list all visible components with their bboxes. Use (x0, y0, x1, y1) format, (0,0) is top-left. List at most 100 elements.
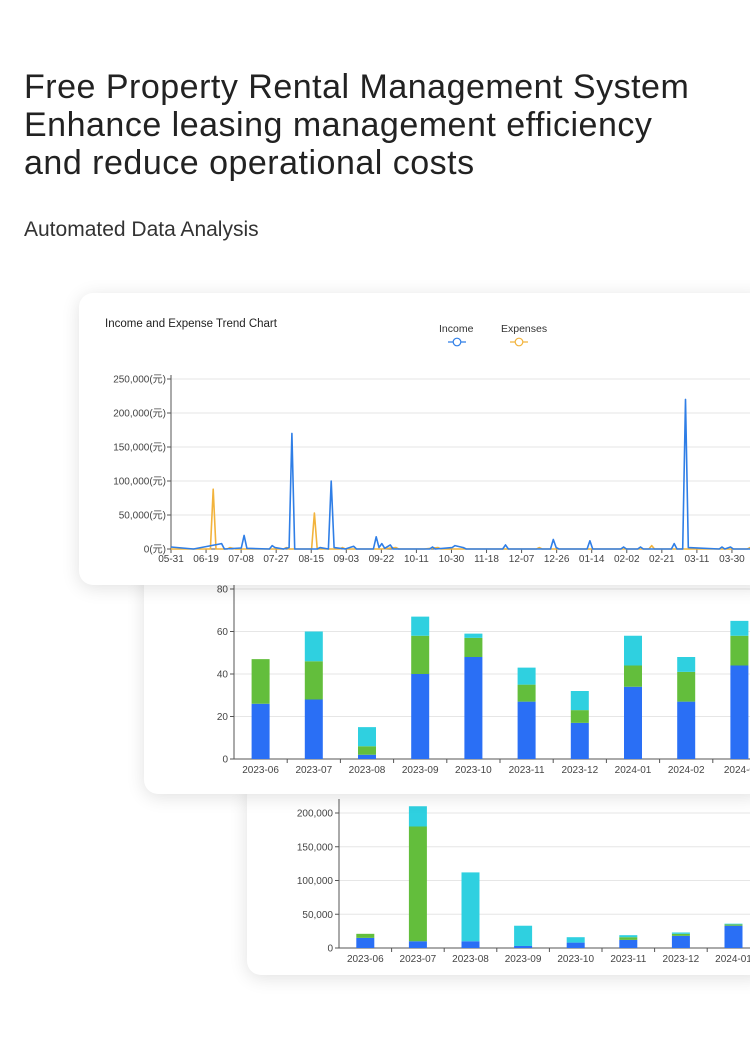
bar-segment (517, 684, 536, 702)
bar-segment (624, 686, 642, 759)
chart-title: Income and Expense Trend Chart (105, 318, 278, 330)
x-tick-label: 2023-07 (295, 765, 332, 776)
x-tick-label: 2023-11 (509, 765, 545, 776)
bar-segment (570, 722, 589, 759)
series-line-expenses (171, 488, 750, 550)
y-tick-label: 0 (222, 755, 228, 766)
bar-segment (677, 701, 696, 759)
bar-segment (408, 826, 427, 942)
bar-segment (724, 923, 743, 925)
bar-segment (358, 746, 376, 755)
headline-line-3: and reduce operational costs (24, 144, 475, 182)
x-tick-label: 08-15 (298, 554, 324, 565)
x-tick-label: 06-19 (193, 554, 219, 565)
bar-segment (619, 935, 638, 938)
bar-segment (461, 872, 480, 942)
bar-chart-counts: 0 20 40 60 80 2023-06 2023-07 2023-08 2023-09 202… (217, 575, 750, 776)
bar-segment (517, 667, 536, 685)
x-tick-label: 01-14 (579, 554, 605, 565)
bar-segment (411, 674, 430, 759)
bar-segment (671, 935, 690, 948)
y-tick-label: 80 (217, 585, 229, 596)
bar-segment (464, 633, 483, 638)
bar-segment (461, 941, 480, 948)
headline-line-2: Enhance leasing management efficiency (24, 106, 653, 144)
x-tick-label: 12-26 (544, 554, 570, 565)
x-tick-label: 2023-11 (610, 954, 646, 965)
bar-segment (358, 754, 376, 759)
bar-segment (724, 925, 743, 948)
bar-segment (566, 937, 585, 943)
x-tick-label: 2024-01 (715, 954, 750, 965)
bar-chart-card-counts: 0 20 40 60 80 2023-06 2023-07 2023-08 2023-09 202… (144, 560, 750, 794)
x-tick-label: 2024-01 (615, 765, 652, 776)
bar-segment (304, 631, 323, 662)
x-tick-label: 03-30 (719, 554, 745, 565)
bar-segment (251, 659, 270, 704)
x-tick-label: 2023-08 (452, 954, 489, 965)
bar-segment (464, 657, 483, 759)
x-tick-label: 2023-12 (663, 954, 700, 965)
bar-segment (464, 637, 483, 657)
bar-segment (566, 942, 585, 948)
x-tick-label: 03-11 (684, 554, 709, 565)
bar-segment (677, 657, 696, 672)
y-tick-label: 60 (217, 627, 229, 638)
bar-segment (356, 933, 375, 938)
trend-chart: Income and Expense Trend Chart Income Expe… (105, 318, 750, 565)
legend-marker-expenses (514, 337, 524, 347)
bar-segment (619, 939, 638, 948)
bar-segment (304, 661, 323, 700)
bar-chart-amounts: 0 50,000 100,000 150,000 200,000 2023-06 2023-… (297, 799, 750, 965)
bar-segment (570, 710, 589, 723)
series-line-income (170, 398, 750, 550)
y-tick-label: 0(元) (144, 545, 166, 556)
bar-segment (304, 699, 323, 759)
bar-segment (570, 691, 589, 711)
x-tick-label: 02-02 (614, 554, 640, 565)
bar-segment (251, 703, 270, 759)
x-tick-label: 2023-08 (349, 765, 386, 776)
bar-segment (514, 945, 533, 948)
y-tick-label: 150,000(元) (113, 443, 166, 454)
y-tick-label: 250,000(元) (113, 375, 166, 386)
y-tick-label: 0 (327, 944, 333, 955)
y-tick-label: 50,000(元) (119, 511, 166, 522)
x-tick-label: 07-08 (228, 554, 254, 565)
x-tick-label: 12-07 (509, 554, 535, 565)
x-tick-label: 2023-12 (561, 765, 598, 776)
y-tick-label: 200,000(元) (113, 409, 166, 420)
bar-segment (356, 937, 375, 948)
section-subtitle: Automated Data Analysis (24, 218, 259, 241)
x-tick-label: 10-11 (404, 554, 429, 565)
y-tick-label: 200,000 (297, 809, 334, 820)
x-tick-label: 07-27 (263, 554, 289, 565)
x-tick-label: 10-30 (439, 554, 465, 565)
y-tick-label: 20 (217, 712, 229, 723)
bar-segment (514, 925, 533, 946)
x-tick-label: 2023-07 (400, 954, 437, 965)
bar-segment (619, 937, 638, 940)
bar-segment (411, 616, 430, 636)
bar-segment (730, 620, 749, 636)
bar-segment (671, 933, 690, 936)
bar-segment (411, 635, 430, 674)
legend-marker-income (452, 337, 462, 347)
x-tick-label: 2023-09 (505, 954, 542, 965)
bar-segment (624, 635, 642, 666)
bar-chart-card-amounts: 0 50,000 100,000 150,000 200,000 2023-06 2023-… (247, 782, 750, 975)
bar-segment (358, 727, 376, 747)
legend-label-expenses: Expenses (501, 323, 547, 335)
bar-segment (671, 932, 690, 934)
x-tick-label: 2023-09 (402, 765, 439, 776)
bar-segment (724, 924, 743, 926)
y-tick-label: 40 (217, 670, 229, 681)
y-tick-label: 150,000 (297, 842, 334, 853)
x-tick-label: 09-03 (334, 554, 360, 565)
y-tick-label: 50,000 (302, 910, 333, 921)
x-tick-label: 2024-02 (668, 765, 705, 776)
x-tick-label: 2024-0 (724, 765, 750, 776)
trend-chart-card: Income and Expense Trend Chart Income Expe… (79, 293, 750, 585)
y-tick-label: 100,000 (297, 876, 334, 887)
bar-segment (730, 665, 749, 759)
